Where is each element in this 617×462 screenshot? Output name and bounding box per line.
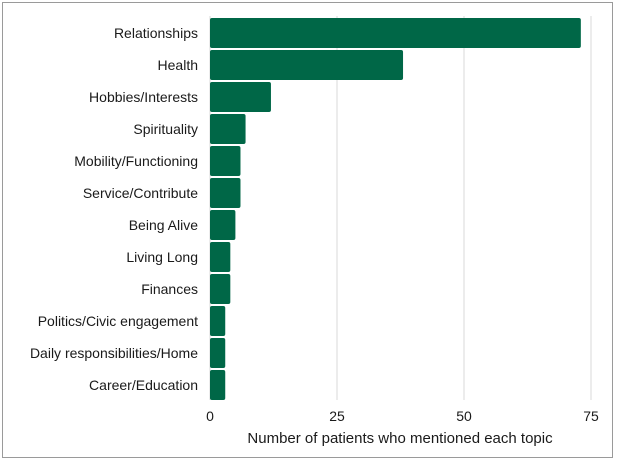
bar-0 [210, 18, 581, 48]
category-label-11: Career/Education [89, 377, 198, 393]
bar-8 [210, 274, 231, 304]
bar-1 [210, 50, 404, 80]
bar-7 [210, 242, 231, 272]
bar-9 [210, 306, 226, 336]
bar-6 [210, 210, 236, 240]
category-label-9: Politics/Civic engagement [38, 313, 198, 329]
bar-4 [210, 146, 241, 176]
x-tick-label-1: 25 [329, 408, 345, 424]
category-label-0: Relationships [114, 25, 198, 41]
bar-5 [210, 178, 241, 208]
x-tick-label-0: 0 [206, 408, 214, 424]
x-axis-title: Number of patients who mentioned each to… [247, 430, 553, 447]
category-label-8: Finances [141, 281, 198, 297]
category-label-4: Mobility/Functioning [74, 153, 198, 169]
category-label-2: Hobbies/Interests [89, 89, 198, 105]
category-labels: Relationships Health Hobbies/Interests Spir… [30, 25, 198, 393]
bar-11 [210, 370, 226, 400]
bar-2 [210, 82, 271, 112]
x-tick-labels: 0 25 50 75 [206, 408, 599, 424]
category-label-1: Health [158, 57, 198, 73]
category-label-10: Daily responsibilities/Home [30, 345, 198, 361]
category-label-5: Service/Contribute [83, 185, 198, 201]
category-label-7: Living Long [126, 249, 198, 265]
bar-3 [210, 114, 246, 144]
category-label-3: Spirituality [133, 121, 198, 137]
bar-10 [210, 338, 226, 368]
bars [210, 18, 581, 400]
category-label-6: Being Alive [129, 217, 198, 233]
x-tick-label-2: 50 [456, 408, 472, 424]
x-tick-label-3: 75 [583, 408, 599, 424]
